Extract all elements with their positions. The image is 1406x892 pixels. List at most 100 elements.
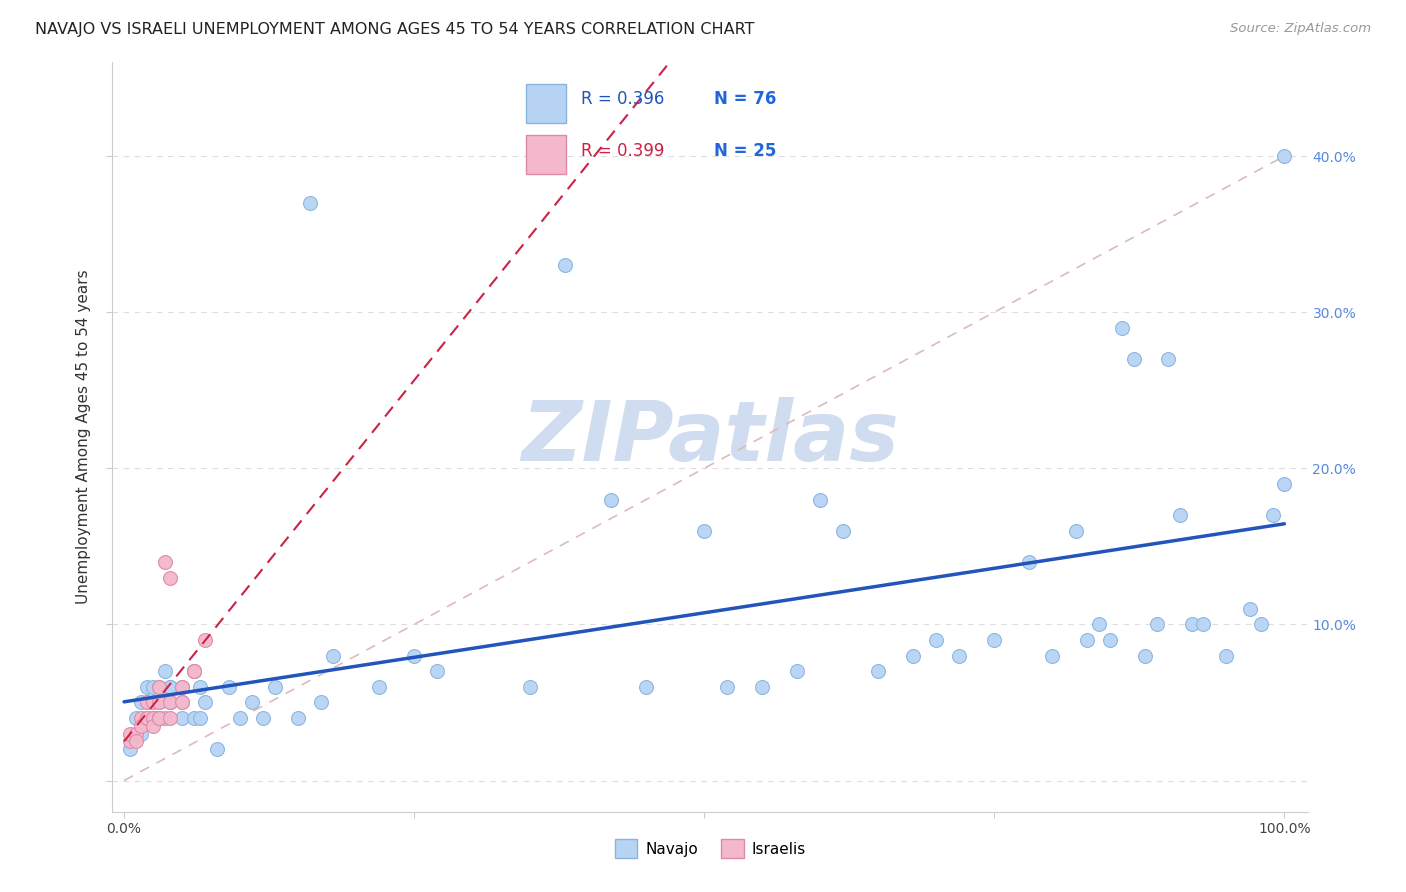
Point (136, 711, 159, 725)
Point (218, 680, 240, 694)
Point (264, 680, 287, 694)
Point (983, 633, 1005, 648)
Point (636, 680, 658, 694)
Point (172, 696, 194, 710)
Point (188, 680, 211, 694)
Point (172, 696, 194, 710)
Point (751, 680, 773, 694)
Point (298, 196, 321, 211)
Point (205, 742, 228, 756)
Point (131, 719, 153, 733)
Point (1180, 617, 1202, 632)
Point (901, 648, 924, 663)
Point (172, 711, 194, 725)
Point (136, 711, 159, 725)
Point (554, 259, 576, 273)
Point (1239, 602, 1261, 616)
Point (136, 696, 159, 710)
Point (322, 648, 344, 663)
Point (426, 664, 449, 679)
Point (1272, 149, 1295, 163)
Point (153, 711, 176, 725)
Point (1272, 476, 1295, 491)
Point (1064, 524, 1087, 538)
Point (125, 734, 148, 748)
Point (1111, 321, 1133, 335)
Y-axis label: Unemployment Among Ages 45 to 54 years: Unemployment Among Ages 45 to 54 years (76, 269, 91, 605)
Point (1215, 648, 1237, 663)
Point (159, 711, 181, 725)
FancyBboxPatch shape (526, 84, 565, 123)
Point (142, 696, 165, 710)
Point (925, 633, 948, 648)
Point (693, 524, 716, 538)
Point (1099, 633, 1122, 648)
Point (188, 711, 211, 725)
Point (159, 680, 181, 694)
Point (131, 696, 153, 710)
Point (142, 680, 165, 694)
Point (786, 664, 808, 679)
Point (1087, 617, 1109, 632)
Point (136, 711, 159, 725)
FancyBboxPatch shape (526, 136, 565, 174)
Point (118, 742, 141, 756)
Point (1122, 351, 1144, 366)
Point (148, 711, 170, 725)
Point (125, 711, 148, 725)
Point (194, 633, 217, 648)
Point (148, 680, 170, 694)
Text: ZIPatlas: ZIPatlas (522, 397, 898, 477)
Point (148, 711, 170, 725)
Text: NAVAJO VS ISRAELI UNEMPLOYMENT AMONG AGES 45 TO 54 YEARS CORRELATION CHART: NAVAJO VS ISRAELI UNEMPLOYMENT AMONG AGE… (35, 22, 755, 37)
Point (142, 719, 165, 733)
Point (1250, 617, 1272, 632)
Text: N = 25: N = 25 (714, 142, 776, 160)
Point (131, 711, 153, 725)
Point (1192, 617, 1215, 632)
Point (118, 734, 141, 748)
Point (136, 696, 159, 710)
Point (519, 680, 541, 694)
Point (1018, 555, 1040, 569)
Point (153, 555, 176, 569)
Point (148, 696, 170, 710)
Point (808, 492, 831, 507)
Point (159, 696, 181, 710)
Text: R = 0.399: R = 0.399 (581, 142, 665, 160)
Text: Source: ZipAtlas.com: Source: ZipAtlas.com (1230, 22, 1371, 36)
Point (172, 680, 194, 694)
Point (153, 664, 176, 679)
Point (240, 696, 263, 710)
Point (159, 696, 181, 710)
Point (148, 711, 170, 725)
Point (1261, 508, 1284, 523)
Point (131, 726, 153, 740)
Point (1168, 508, 1191, 523)
Point (183, 664, 205, 679)
Point (716, 680, 738, 694)
Point (142, 711, 165, 725)
Point (125, 726, 148, 740)
Point (159, 571, 181, 585)
Point (183, 664, 205, 679)
Point (183, 664, 205, 679)
Point (287, 711, 309, 725)
Text: N = 76: N = 76 (714, 90, 776, 109)
Point (136, 680, 159, 694)
Point (1040, 648, 1063, 663)
Text: R = 0.396: R = 0.396 (581, 90, 665, 109)
Point (1133, 648, 1156, 663)
Point (948, 648, 970, 663)
Point (368, 680, 391, 694)
Point (118, 726, 141, 740)
Legend: Navajo, Israelis: Navajo, Israelis (609, 833, 811, 864)
Point (194, 696, 217, 710)
Point (183, 711, 205, 725)
Point (1157, 351, 1180, 366)
Point (148, 696, 170, 710)
Point (311, 696, 333, 710)
Point (1146, 617, 1168, 632)
Point (159, 696, 181, 710)
Point (125, 726, 148, 740)
